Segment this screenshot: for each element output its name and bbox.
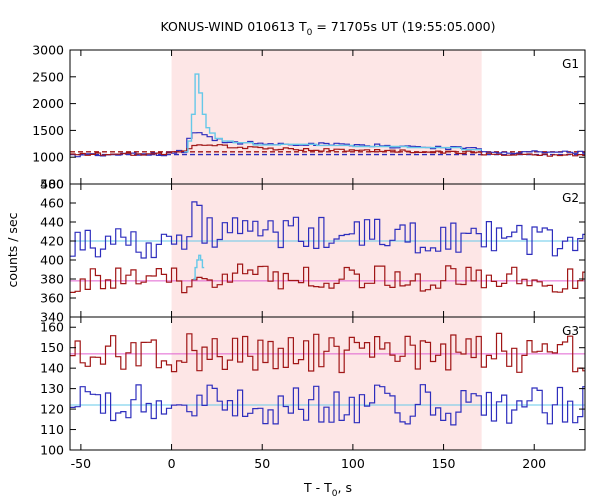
y-tick-label: 420 bbox=[40, 234, 64, 249]
x-axis-label: T - T0, s bbox=[303, 480, 352, 499]
y-tick-label: 400 bbox=[40, 253, 64, 268]
y-tick-label: 100 bbox=[40, 443, 64, 458]
y-tick-label: 1500 bbox=[32, 123, 64, 138]
highlight-interval bbox=[171, 50, 482, 184]
x-tick-label: 0 bbox=[168, 456, 176, 471]
x-tick-label: 200 bbox=[522, 456, 546, 471]
x-axis-label-suffix: , s bbox=[338, 480, 352, 495]
panels-group: 50010001500200025003000G1340360380400420… bbox=[32, 43, 586, 471]
y-tick-label: 2500 bbox=[32, 69, 64, 84]
panel-g2: 340 360 380 400 420 440 460 480 G2 bbox=[40, 177, 586, 325]
y-tick-label: 160 bbox=[40, 320, 64, 335]
y-tick-label: 140 bbox=[40, 361, 64, 376]
y-axis-label: counts / sec bbox=[5, 212, 20, 287]
chart-title-subscript: 0 bbox=[307, 28, 313, 38]
x-tick-label: 150 bbox=[432, 456, 456, 471]
panel-data bbox=[70, 201, 585, 294]
x-tick-label: -50 bbox=[71, 456, 91, 471]
series-blue_series-line bbox=[70, 384, 585, 426]
x-tick-label: 100 bbox=[341, 456, 365, 471]
y-tick-label: 360 bbox=[40, 291, 64, 306]
y-tick-label: 460 bbox=[40, 196, 64, 211]
y-tick-label: 130 bbox=[40, 381, 64, 396]
series-red_series-line bbox=[70, 263, 585, 294]
series-blue_series-line bbox=[70, 201, 585, 259]
y-tick-label: 340 bbox=[40, 310, 64, 325]
chart-title-suffix: = 71705s UT (19:55:05.000) bbox=[312, 19, 495, 34]
y-tick-label: 1000 bbox=[32, 150, 64, 165]
y-tick-label: 120 bbox=[40, 402, 64, 417]
y-tick-label: 150 bbox=[40, 340, 64, 355]
y-tick-label: 3000 bbox=[32, 43, 64, 58]
chart-title-prefix: KONUS-WIND 010613 T bbox=[160, 19, 306, 34]
panel-label: G1 bbox=[562, 57, 579, 71]
highlight-interval bbox=[171, 317, 482, 450]
series-blue_series-line bbox=[70, 132, 585, 158]
light-curve-overlay bbox=[184, 73, 482, 153]
panel-g3: 100 110 120 130 140 150 160 -50 0 50 100 150 200 G3 bbox=[40, 316, 586, 471]
y-tick-label: 480 bbox=[40, 177, 64, 192]
y-tick-label: 500 bbox=[40, 177, 64, 192]
x-axis-label-subscript: 0 bbox=[332, 489, 338, 499]
panel-label: G2 bbox=[562, 191, 579, 205]
panel-label: G3 bbox=[562, 324, 579, 338]
chart-title: KONUS-WIND 010613 T0 = 71705s UT (19:55:… bbox=[160, 19, 495, 38]
y-tick-label: 110 bbox=[40, 422, 64, 437]
series-red_series-line bbox=[70, 332, 585, 374]
light-curve-overlay bbox=[193, 254, 205, 280]
panel-frame bbox=[69, 316, 586, 451]
x-axis-label-prefix: T - T bbox=[303, 480, 332, 495]
panel-g1: 500 1000 1500 2000 2500 3000 G1 bbox=[32, 43, 586, 192]
y-tick-label: 380 bbox=[40, 272, 64, 287]
y-tick-label: 440 bbox=[40, 215, 64, 230]
panel-data bbox=[70, 73, 585, 158]
x-tick-label: 50 bbox=[254, 456, 270, 471]
series-red_series-line bbox=[70, 144, 585, 157]
panel-data bbox=[70, 332, 585, 426]
y-tick-label: 2000 bbox=[32, 96, 64, 111]
